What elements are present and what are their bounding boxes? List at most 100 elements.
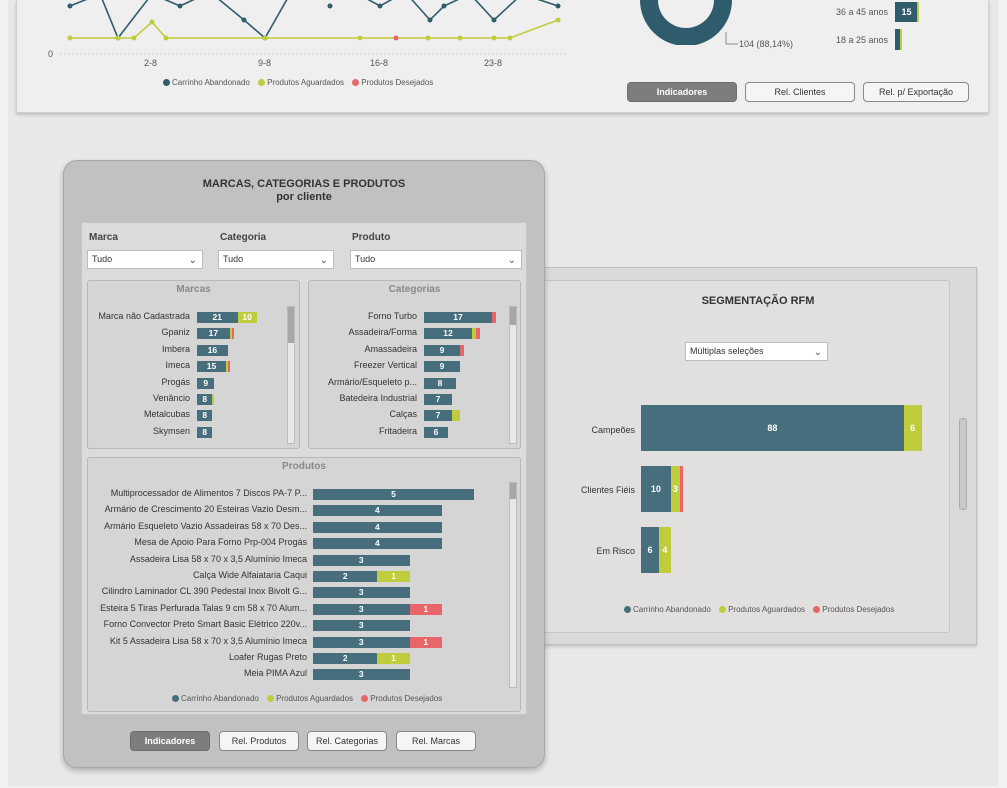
marca-bar-abandoned[interactable]: 17 — [197, 328, 230, 340]
produto-bar-awaiting[interactable]: 1 — [377, 571, 410, 582]
categoria-select[interactable]: Tudo ⌄ — [218, 250, 334, 269]
produto-row-label: Forno Convector Preto Smart Basic Elétri… — [103, 619, 307, 630]
marca-bar-abandoned[interactable]: 21 — [197, 312, 238, 323]
categorias-scrollbar[interactable] — [509, 306, 517, 444]
categoria-bar-awaiting[interactable] — [452, 410, 460, 422]
produto-bar-abandoned[interactable]: 4 — [313, 505, 442, 517]
legend-item-awaiting: Produtos Aguardados — [267, 694, 353, 703]
top-chart-legend: Carrinho Abandonado Produtos Aguardados … — [163, 78, 439, 87]
rfm-bar-awaiting[interactable]: 4 — [658, 527, 671, 573]
marca-bar-awaiting[interactable] — [229, 328, 232, 340]
categoria-select-value: Tudo — [223, 254, 244, 264]
marca-bar-abandoned[interactable]: 15 — [197, 361, 226, 373]
marca-select[interactable]: Tudo ⌄ — [87, 250, 203, 269]
categoria-row-label: Armário/Esqueleto p... — [327, 376, 417, 387]
produto-bar-abandoned[interactable]: 5 — [313, 489, 474, 500]
legend-item-awaiting: Produtos Aguardados — [719, 605, 805, 614]
produto-bar-abandoned[interactable]: 3 — [313, 636, 410, 648]
categoria-bar-wished[interactable] — [460, 344, 464, 356]
marca-bar-wished[interactable] — [231, 328, 234, 340]
rfm-bar-awaiting[interactable]: 6 — [903, 405, 922, 451]
produto-bar-abandoned[interactable]: 3 — [313, 554, 410, 566]
marca-row-label: Gpaniz — [161, 327, 190, 338]
rfm-bar-awaiting[interactable]: 3 — [670, 466, 680, 512]
rel-exportacao-button[interactable]: Rel. p/ Exportação — [863, 82, 969, 102]
x-tick-3: 16-8 — [370, 58, 389, 68]
categoria-bar-wished[interactable] — [492, 312, 496, 323]
age-bar-2 — [895, 29, 900, 50]
filter-label-marca: Marca — [89, 232, 118, 243]
marca-bar-abandoned[interactable]: 9 — [197, 377, 215, 389]
page-scrollbar[interactable] — [959, 418, 967, 510]
marca-bar-awaiting[interactable] — [212, 394, 215, 405]
produto-bar-wished[interactable]: 1 — [409, 603, 442, 615]
produto-bar-abandoned[interactable]: 3 — [313, 669, 410, 681]
marca-bar-awaiting[interactable]: 10 — [237, 312, 257, 323]
categoria-bar-abandoned[interactable]: 9 — [424, 361, 460, 373]
age-label-1: 36 a 45 anos — [836, 7, 889, 17]
marca-bar-abandoned[interactable]: 8 — [197, 426, 213, 438]
point-awaiting — [507, 35, 513, 41]
produto-bar-abandoned[interactable]: 4 — [313, 521, 442, 533]
marca-row-label: Imeca — [165, 360, 190, 371]
produto-bar-abandoned[interactable]: 3 — [313, 620, 410, 632]
marcas-title: Marcas — [176, 284, 211, 295]
produto-bar-awaiting[interactable]: 1 — [377, 653, 410, 664]
rfm-bar-abandoned[interactable]: 88 — [641, 405, 904, 451]
point-awaiting — [425, 35, 431, 41]
point-abandoned — [555, 3, 561, 9]
donut-chart — [640, 0, 732, 45]
produto-bar-abandoned[interactable]: 3 — [313, 603, 410, 615]
produto-bar-abandoned[interactable]: 4 — [313, 538, 442, 550]
categoria-bar-abandoned[interactable]: 7 — [424, 394, 452, 405]
marca-bar-abandoned[interactable]: 8 — [197, 394, 213, 405]
categoria-bar-abandoned[interactable]: 8 — [424, 377, 456, 389]
categoria-bar-abandoned[interactable]: 9 — [424, 344, 460, 356]
produto-bar-wished[interactable]: 1 — [409, 636, 442, 648]
rel-produtos-button[interactable]: Rel. Produtos — [219, 731, 299, 751]
legend-item-wished: Produtos Desejados — [361, 694, 442, 703]
point-abandoned — [491, 17, 497, 23]
marcas-scrollbar[interactable] — [287, 306, 295, 444]
marca-row-label: Venâncio — [152, 393, 190, 403]
marca-bar-abandoned[interactable]: 8 — [197, 410, 213, 422]
marcas-chart-panel — [87, 280, 300, 449]
rfm-bar-wished[interactable] — [679, 466, 683, 512]
categoria-bar-abandoned[interactable]: 12 — [424, 328, 472, 340]
legend-item-abandoned: Carrinho Abandonado — [172, 694, 259, 703]
categoria-bar-abandoned[interactable]: 17 — [424, 312, 492, 323]
chevron-down-icon: ⌄ — [813, 347, 822, 358]
rfm-bar-abandoned[interactable]: 6 — [641, 527, 659, 573]
categoria-row-label: Amassadeira — [364, 343, 417, 354]
produto-row-label: Assadeira Lisa 58 x 70 x 3,5 Alumínio Im… — [129, 553, 307, 564]
filter-label-produto: Produto — [352, 232, 391, 243]
chevron-down-icon: ⌄ — [188, 255, 197, 266]
produto-bar-abandoned[interactable]: 3 — [313, 587, 410, 599]
produtos-scrollbar[interactable] — [509, 482, 517, 688]
produto-bar-abandoned[interactable]: 2 — [313, 571, 378, 582]
rfm-row-label: Em Risco — [596, 546, 635, 556]
marca-row-label: Progás — [161, 376, 190, 387]
series-awaiting-points — [67, 17, 561, 41]
categoria-bar-abandoned[interactable]: 7 — [424, 410, 452, 422]
brands-panel-title: MARCAS, CATEGORIAS E PRODUTOS por client… — [202, 178, 406, 203]
filter-label-categoria: Categoria — [220, 232, 267, 243]
categoria-bar-wished[interactable] — [476, 328, 480, 340]
marca-bar-awaiting[interactable] — [225, 361, 228, 373]
top-indicadores-button[interactable]: Indicadores — [627, 82, 737, 102]
categoria-bar-awaiting[interactable] — [472, 328, 476, 340]
x-tick-1: 2-8 — [144, 58, 158, 68]
rel-marcas-button[interactable]: Rel. Marcas — [396, 731, 476, 751]
rel-clientes-button[interactable]: Rel. Clientes — [745, 82, 855, 102]
donut-data-label: 104 (88,14%) — [739, 39, 794, 49]
rfm-bar-abandoned[interactable]: 10 — [641, 466, 671, 512]
categoria-bar-abandoned[interactable]: 6 — [424, 426, 448, 438]
produto-bar-abandoned[interactable]: 2 — [313, 653, 378, 664]
rel-categorias-button[interactable]: Rel. Categorias — [307, 731, 387, 751]
rfm-segment-select[interactable]: Múltiplas seleções ⌄ — [685, 342, 828, 361]
marca-bar-wished[interactable] — [227, 361, 230, 373]
indicadores-button[interactable]: Indicadores — [130, 731, 210, 751]
produto-select[interactable]: Tudo ⌄ — [350, 250, 522, 269]
produto-row-label: Kit 5 Assadeira Lisa 58 x 70 x 3,5 Alumí… — [109, 635, 307, 646]
marca-bar-abandoned[interactable]: 16 — [197, 344, 228, 356]
